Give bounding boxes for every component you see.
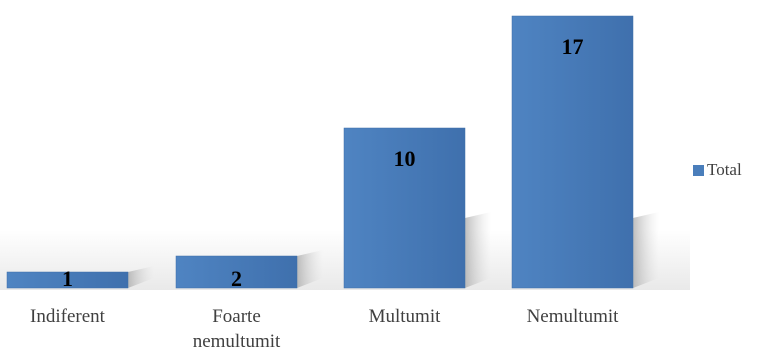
legend-label: Total bbox=[707, 160, 742, 179]
x-tick-label: Nemultumit bbox=[527, 306, 620, 327]
bar-shadow bbox=[297, 250, 323, 288]
bar-foarte-nemultumit bbox=[175, 255, 298, 289]
legend-swatch bbox=[693, 164, 704, 176]
bar-multumit bbox=[343, 127, 466, 289]
bar-indiferent bbox=[6, 271, 129, 289]
bar-nemultumit bbox=[511, 15, 634, 289]
data-label: 17 bbox=[562, 34, 584, 59]
bar-shadow bbox=[633, 212, 659, 288]
x-tick-label: Multumit bbox=[369, 306, 442, 327]
x-tick-label: Foarte bbox=[212, 306, 261, 327]
bar-shadow bbox=[465, 212, 491, 288]
data-label: 10 bbox=[394, 146, 416, 171]
legend: Total bbox=[693, 160, 742, 180]
data-label: 2 bbox=[231, 266, 242, 291]
x-tick-label: Indiferent bbox=[30, 306, 106, 327]
x-tick-label: nemultumit bbox=[193, 331, 281, 351]
bar-shadow bbox=[128, 266, 154, 288]
data-label: 1 bbox=[62, 266, 73, 291]
